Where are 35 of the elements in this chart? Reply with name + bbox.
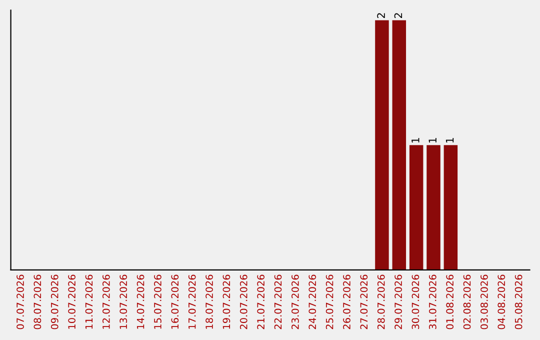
- x-tick-label: 25.07.2026: [326, 274, 334, 330]
- x-tick-label: 30.07.2026: [412, 274, 420, 330]
- x-tick-label: 03.08.2026: [480, 274, 488, 330]
- data-label: 1: [412, 138, 420, 143]
- x-tick-label: 17.07.2026: [188, 274, 196, 329]
- x-tick-label: 10.07.2026: [68, 274, 76, 329]
- x-tick-label: 18.07.2026: [206, 274, 213, 329]
- x-tick-label: 07.07.2026: [16, 274, 24, 330]
- x-tick-label: 22.07.2026: [274, 274, 282, 330]
- x-tick-label: 24.07.2026: [308, 274, 316, 330]
- x-tick-label: 15.07.2026: [154, 274, 162, 329]
- x-tick-label: 31.07.2026: [428, 274, 436, 330]
- x-tick-label: 12.07.2026: [102, 274, 110, 329]
- x-tick-label: 04.08.2026: [498, 274, 506, 330]
- x-tick-label: 19.07.2026: [222, 274, 230, 329]
- x-tick-label: 11.07.2026: [85, 274, 93, 329]
- x-tick-label: 23.07.2026: [292, 274, 299, 330]
- data-label: 1: [446, 138, 454, 143]
- x-tick-label: 20.07.2026: [240, 274, 248, 330]
- data-label: 2: [394, 13, 402, 18]
- x-tick-label: 27.07.2026: [360, 274, 368, 330]
- x-tick-label: 14.07.2026: [136, 274, 144, 329]
- x-tick-label: 26.07.2026: [343, 274, 350, 330]
- x-tick-label: 09.07.2026: [50, 274, 58, 330]
- x-tick-label: 13.07.2026: [120, 274, 128, 329]
- data-label: 1: [428, 138, 436, 143]
- x-tick-label: 02.08.2026: [463, 274, 471, 330]
- x-tick-label: 08.07.2026: [34, 274, 42, 330]
- x-tick-label: 01.08.2026: [446, 274, 454, 330]
- data-label: 2: [377, 13, 385, 18]
- x-tick-label: 29.07.2026: [394, 274, 402, 330]
- x-tick-label: 16.07.2026: [171, 274, 179, 329]
- x-tick-label: 05.08.2026: [514, 274, 522, 330]
- x-tick-label: 21.07.2026: [257, 274, 264, 330]
- x-tick-label: 28.07.2026: [377, 274, 385, 330]
